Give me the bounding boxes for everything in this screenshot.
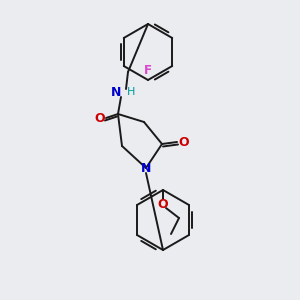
Text: H: H — [127, 87, 135, 97]
Text: N: N — [141, 163, 151, 176]
Text: O: O — [95, 112, 105, 124]
Text: F: F — [144, 64, 152, 77]
Text: O: O — [158, 197, 168, 211]
Text: N: N — [111, 85, 121, 98]
Text: O: O — [179, 136, 189, 148]
